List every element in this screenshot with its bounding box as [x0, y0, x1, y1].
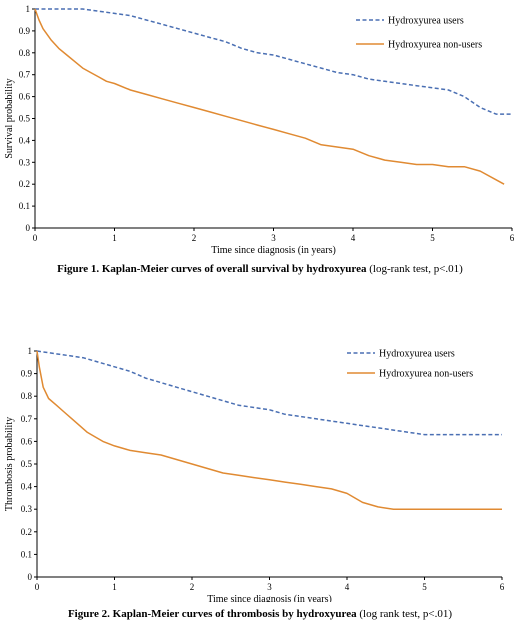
x-tick-label: 0	[35, 582, 40, 592]
y-tick-label: 0.2	[21, 527, 32, 537]
y-tick-label: 1	[26, 4, 31, 14]
y-tick-label: 1	[28, 346, 33, 356]
y-tick-label: 0.8	[21, 391, 33, 401]
y-tick-label: 0.5	[19, 114, 31, 124]
y-tick-label: 0.3	[21, 504, 33, 514]
y-tick-label: 0.7	[19, 70, 31, 80]
x-tick-label: 3	[271, 233, 276, 243]
x-tick-label: 6	[510, 233, 515, 243]
legend-label: Hydroxyurea users	[379, 349, 455, 360]
x-tick-label: 2	[190, 582, 195, 592]
x-tick-label: 1	[112, 233, 117, 243]
y-tick-label: 0.6	[19, 92, 31, 102]
y-tick-label: 0.7	[21, 414, 33, 424]
legend-label: Hydroxyurea users	[388, 16, 464, 27]
figure-1-caption-bold: Figure 1. Kaplan-Meier curves of overall…	[57, 263, 367, 275]
figure-2-caption: Figure 2. Kaplan-Meier curves of thrombo…	[0, 608, 520, 620]
y-tick-label: 0.4	[21, 482, 33, 492]
series-line-non-users	[34, 8, 505, 185]
y-tick-label: 0.1	[21, 549, 32, 559]
y-tick-label: 0.9	[21, 369, 33, 379]
y-tick-label: 0.3	[19, 157, 31, 167]
x-tick-label: 1	[112, 582, 117, 592]
y-tick-label: 0.5	[21, 459, 33, 469]
chart-overall-survival: 0 0.1 0.2 0.3 0.4 0.5 0.6 0.7 0.8 0.9 1 0 1 2 3 4 5 6 Time…	[4, 4, 515, 256]
chart-thrombosis: 0 0.1 0.2 0.3 0.4 0.5 0.6 0.7 0.8 0.9 1 0 1 2 3 4 5 6 Time…	[4, 346, 505, 602]
figure-2-caption-rest: (log rank test, p<.01)	[356, 608, 453, 620]
y-tick-label: 0.9	[19, 26, 31, 36]
series-line-non-users	[36, 350, 502, 510]
x-tick-label: 4	[345, 582, 350, 592]
x-tick-label: 5	[422, 582, 427, 592]
figure-1-caption-rest: (log-rank test, p<.01)	[366, 263, 463, 275]
y-tick-label: 0.8	[19, 48, 31, 58]
x-axis-title: Time since diagnosis (in years)	[211, 245, 336, 256]
x-axis-title: Time since diagnosis (in years)	[207, 594, 332, 602]
series-line-users	[36, 350, 502, 436]
y-tick-label: 0.6	[21, 436, 33, 446]
y-tick-label: 0.4	[19, 135, 31, 145]
legend-label: Hydroxyurea non-users	[388, 40, 482, 51]
legend-label: Hydroxyurea non-users	[379, 369, 473, 380]
x-tick-label: 4	[351, 233, 356, 243]
x-tick-label: 2	[192, 233, 197, 243]
y-tick-label: 0.1	[19, 201, 30, 211]
x-tick-label: 3	[267, 582, 272, 592]
y-axis-title: Thrombosis probability	[4, 417, 15, 511]
x-tick-label: 6	[500, 582, 505, 592]
y-tick-label: 0	[26, 223, 31, 233]
x-tick-label: 0	[33, 233, 38, 243]
y-axis-title: Survival probability	[4, 78, 15, 158]
x-tick-label: 5	[430, 233, 435, 243]
y-tick-label: 0	[28, 572, 33, 582]
figure-2-caption-bold: Figure 2. Kaplan-Meier curves of thrombo…	[67, 608, 357, 620]
y-tick-label: 0.2	[19, 179, 30, 189]
series-line-users	[35, 8, 512, 115]
figure-1-caption: Figure 1. Kaplan-Meier curves of overall…	[0, 263, 520, 275]
